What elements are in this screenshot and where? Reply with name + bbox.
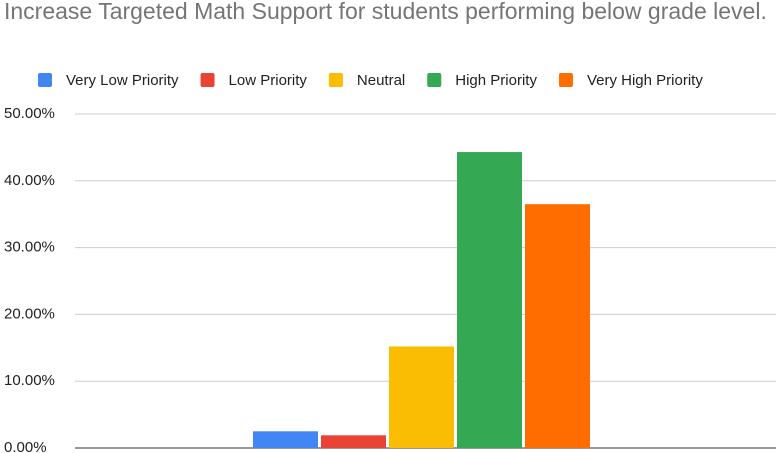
y-tick-label: 50.00% xyxy=(4,105,55,122)
legend-label: High Priority xyxy=(455,72,537,89)
y-tick-label: 30.00% xyxy=(4,239,55,256)
legend-swatch xyxy=(558,73,573,87)
y-tick-label: 20.00% xyxy=(4,305,55,322)
y-tick-label: 40.00% xyxy=(4,172,55,189)
legend-swatch xyxy=(427,73,442,87)
chart-title: Increase Targeted Math Support for stude… xyxy=(4,0,767,24)
legend-swatch xyxy=(200,73,215,87)
bar xyxy=(525,204,590,448)
y-tick-label: 10.00% xyxy=(4,372,55,389)
legend-swatch xyxy=(328,73,343,87)
legend-swatch xyxy=(38,73,52,87)
legend-label: Neutral xyxy=(357,72,405,89)
legend-label: Low Priority xyxy=(229,72,308,89)
bar xyxy=(457,152,522,449)
y-tick-label: 0.00% xyxy=(4,439,47,453)
legend-label: Very Low Priority xyxy=(66,72,179,89)
bar xyxy=(253,431,318,448)
bar xyxy=(389,346,454,448)
legend-label: Very High Priority xyxy=(587,72,703,89)
bar xyxy=(321,435,386,448)
